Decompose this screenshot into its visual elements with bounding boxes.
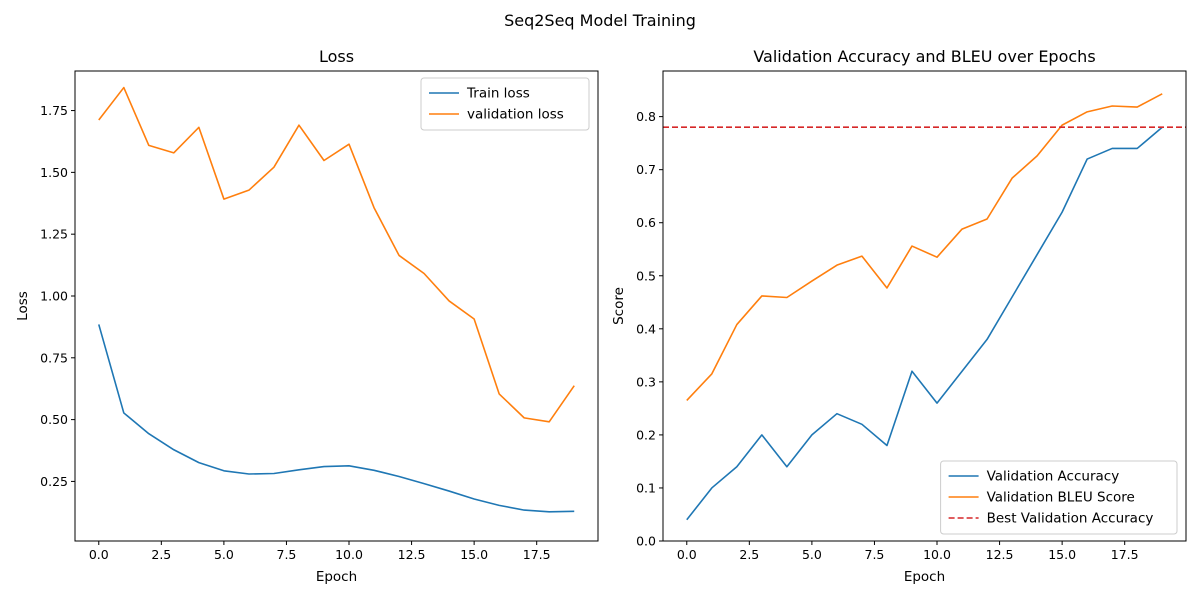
y-axis-label: Loss bbox=[15, 291, 31, 321]
x-tick-label: 15.0 bbox=[1048, 547, 1076, 562]
x-tick-label: 12.5 bbox=[398, 547, 426, 562]
plot-frame bbox=[662, 70, 1187, 542]
x-tick-label: 17.5 bbox=[523, 547, 551, 562]
y-tick-label: 0.4 bbox=[636, 321, 656, 336]
y-tick-label: 0.50 bbox=[40, 412, 68, 427]
chart-title: Validation Accuracy and BLEU over Epochs bbox=[753, 47, 1095, 66]
x-tick-label: 17.5 bbox=[1111, 547, 1139, 562]
x-tick-label: 12.5 bbox=[986, 547, 1014, 562]
y-tick-label: 0.1 bbox=[636, 480, 656, 495]
x-tick-label: 10.0 bbox=[923, 547, 951, 562]
x-tick-label: 0.0 bbox=[89, 547, 109, 562]
y-tick-label: 0.8 bbox=[636, 109, 656, 124]
y-tick-label: 1.25 bbox=[40, 227, 68, 242]
y-tick-label: 0.25 bbox=[40, 474, 68, 489]
y-axis-label: Score bbox=[611, 287, 627, 325]
legend-label: Best Validation Accuracy bbox=[987, 511, 1154, 527]
series-line-2 bbox=[98, 86, 575, 423]
chart-title: Loss bbox=[319, 47, 354, 66]
series-line-1 bbox=[98, 324, 575, 513]
legend-label: validation loss bbox=[467, 107, 564, 123]
legend-label: Train loss bbox=[466, 86, 530, 102]
accuracy-bleu-chart: Validation Accuracy and BLEU over Epochs… bbox=[611, 47, 1187, 585]
y-tick-label: 0.5 bbox=[636, 268, 656, 283]
legend: Validation Accuracy Validation BLEU Score… bbox=[940, 460, 1178, 535]
legend-label: Validation Accuracy bbox=[987, 469, 1120, 485]
x-tick-label: 2.5 bbox=[151, 547, 171, 562]
x-tick-label: 15.0 bbox=[460, 547, 488, 562]
y-tick-label: 1.00 bbox=[40, 288, 68, 303]
x-tick-label: 5.0 bbox=[802, 547, 822, 562]
legend-box bbox=[420, 77, 590, 131]
x-tick-label: 5.0 bbox=[214, 547, 234, 562]
x-axis-label: Epoch bbox=[904, 569, 945, 585]
y-tick-label: 0.2 bbox=[636, 427, 656, 442]
legend-box bbox=[940, 460, 1178, 535]
y-tick-label: 1.50 bbox=[40, 165, 68, 180]
x-tick-label: 0.0 bbox=[677, 547, 697, 562]
legend: Train loss validation loss bbox=[420, 77, 590, 131]
figure-title: Seq2Seq Model Training bbox=[504, 11, 696, 30]
legend-label: Validation BLEU Score bbox=[987, 490, 1135, 506]
series-line-2 bbox=[686, 93, 1163, 401]
x-tick-label: 2.5 bbox=[739, 547, 759, 562]
x-tick-label: 7.5 bbox=[865, 547, 885, 562]
x-axis-label: Epoch bbox=[316, 569, 357, 585]
series-line-1 bbox=[686, 126, 1163, 521]
y-tick-label: 0.75 bbox=[40, 350, 68, 365]
y-tick-label: 0.7 bbox=[636, 162, 656, 177]
x-tick-label: 7.5 bbox=[277, 547, 297, 562]
loss-chart: Loss 0.0 2.5 5.0 7.5 10.0 12.5 15.0 17.5 0.25 0.50… bbox=[15, 47, 599, 585]
x-tick-label: 10.0 bbox=[335, 547, 363, 562]
y-tick-label: 0.3 bbox=[636, 374, 656, 389]
y-tick-label: 0.6 bbox=[636, 215, 656, 230]
y-tick-label: 0.0 bbox=[636, 534, 656, 549]
plot-frame bbox=[74, 70, 599, 542]
y-tick-label: 1.75 bbox=[40, 103, 68, 118]
